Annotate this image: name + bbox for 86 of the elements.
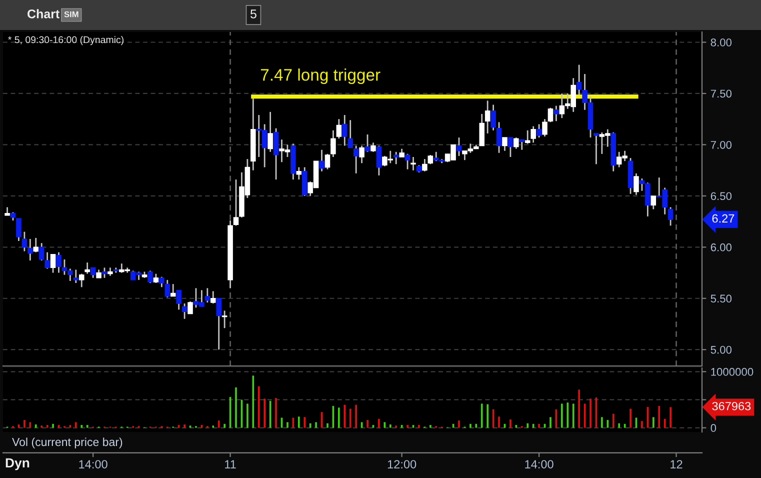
candlestick bbox=[153, 273, 159, 284]
candlestick bbox=[353, 145, 359, 174]
candlestick bbox=[296, 166, 302, 180]
candlestick bbox=[650, 195, 656, 210]
text: Chart bbox=[28, 9, 60, 18]
candlestick bbox=[176, 289, 182, 310]
candlestick bbox=[364, 134, 370, 153]
y-tick-label: 5.00 bbox=[710, 346, 732, 354]
candlestick bbox=[536, 124, 542, 138]
candlestick bbox=[90, 266, 96, 279]
x-tick-label: 12:00 bbox=[388, 460, 416, 468]
candlestick bbox=[44, 252, 50, 270]
candlestick bbox=[393, 151, 399, 165]
candlestick bbox=[484, 100, 490, 134]
y-tick-label: 5.50 bbox=[710, 294, 732, 303]
y-tick-label: 1000000 bbox=[711, 368, 754, 376]
candlestick bbox=[336, 118, 342, 140]
y-tick-label: 6.50 bbox=[710, 192, 732, 200]
candlestick bbox=[554, 105, 559, 122]
candlestick bbox=[159, 276, 164, 288]
candlestick bbox=[268, 111, 273, 153]
candlestick bbox=[342, 114, 348, 146]
text: Dyn bbox=[6, 458, 30, 470]
text: 5 bbox=[250, 10, 256, 18]
candlestick bbox=[456, 136, 462, 157]
candlestick bbox=[324, 153, 330, 170]
candlestick bbox=[216, 298, 222, 350]
candlestick bbox=[84, 262, 90, 274]
candlestick bbox=[319, 149, 324, 172]
candlestick bbox=[530, 126, 536, 144]
candlestick bbox=[359, 145, 364, 164]
candlestick bbox=[33, 237, 39, 253]
candlestick bbox=[370, 142, 376, 153]
y-tick-label: 7.00 bbox=[710, 140, 732, 149]
candlestick bbox=[233, 178, 239, 226]
candlestick bbox=[16, 218, 22, 242]
chart-title: * 5, 09:30-16:00 (Dynamic) bbox=[8, 36, 124, 46]
candlestick bbox=[28, 238, 33, 262]
y-tick-label: 7.50 bbox=[710, 90, 732, 98]
candlestick bbox=[148, 270, 153, 284]
text: Vol (current price bar) bbox=[12, 438, 122, 448]
candlestick bbox=[376, 145, 382, 176]
candlestick bbox=[164, 279, 170, 298]
x-tick-label: 14:00 bbox=[525, 460, 554, 468]
candlestick bbox=[204, 287, 210, 304]
candlestick bbox=[594, 132, 599, 165]
text: 6.27 bbox=[712, 214, 734, 223]
candlestick bbox=[78, 273, 84, 288]
candlestick bbox=[634, 172, 639, 196]
candlestick bbox=[182, 302, 188, 320]
x-tick-label: 11 bbox=[225, 460, 236, 468]
candlestick bbox=[496, 121, 502, 154]
candlestick bbox=[519, 138, 525, 151]
candlestick bbox=[330, 130, 336, 158]
x-tick-label: 12 bbox=[670, 460, 682, 468]
candlestick bbox=[38, 242, 44, 262]
candlestick bbox=[428, 154, 434, 165]
candlestick bbox=[576, 64, 582, 96]
candlestick bbox=[548, 107, 554, 123]
text: SIM bbox=[64, 11, 78, 18]
candlestick bbox=[56, 252, 62, 274]
text: 367963 bbox=[712, 402, 751, 410]
candlestick bbox=[348, 119, 353, 148]
x-tick-label: 14:00 bbox=[79, 460, 108, 468]
y-tick-label: 0 bbox=[710, 424, 716, 432]
candlestick bbox=[542, 118, 548, 138]
y-tick-label: 6.00 bbox=[710, 243, 732, 252]
candlestick bbox=[502, 136, 508, 152]
candlestick bbox=[410, 156, 416, 172]
candlestick bbox=[50, 254, 56, 274]
y-tick-label: 8.00 bbox=[710, 38, 732, 46]
candlestick bbox=[170, 283, 176, 298]
candlestick bbox=[302, 166, 308, 197]
candlestick bbox=[210, 290, 216, 304]
candlestick bbox=[514, 136, 519, 150]
candlestick bbox=[508, 136, 514, 158]
series-label: 7.47 long trigger bbox=[260, 68, 380, 84]
candlestick bbox=[422, 158, 428, 172]
candlestick bbox=[188, 300, 193, 314]
candlestick bbox=[273, 128, 279, 180]
candlestick bbox=[73, 269, 79, 284]
candlestick bbox=[404, 153, 410, 170]
candlestick bbox=[668, 206, 674, 226]
candlestick bbox=[479, 113, 484, 146]
candlestick bbox=[490, 104, 496, 132]
candlestick bbox=[22, 231, 28, 252]
